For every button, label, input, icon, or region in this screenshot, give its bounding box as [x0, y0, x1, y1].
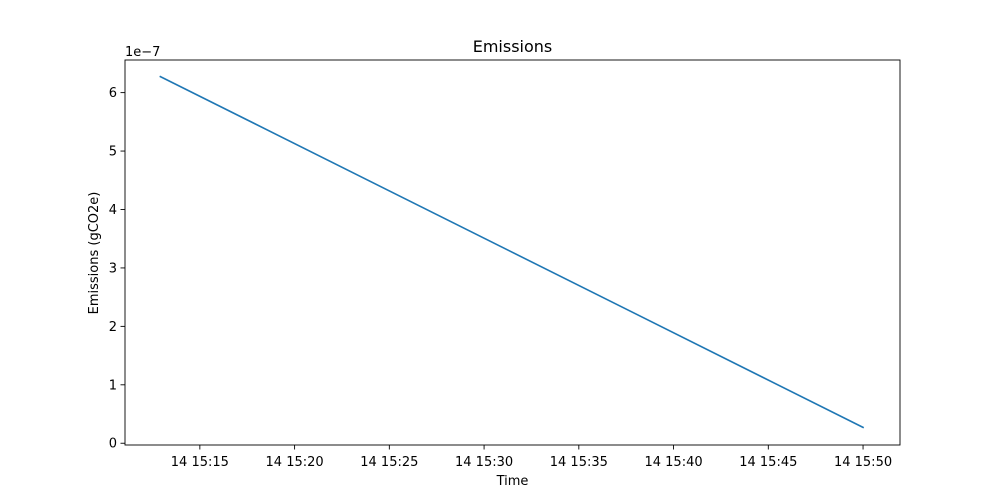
x-tick-label: 14 15:40 [644, 455, 702, 470]
series-line-0 [159, 75, 865, 429]
x-tick-label: 14 15:35 [550, 455, 608, 470]
y-tick-label: 2 [109, 320, 117, 335]
y-tick-label: 6 [109, 86, 117, 101]
plot-area [124, 59, 901, 446]
y-tick-label: 0 [109, 437, 117, 452]
x-tick-label: 14 15:20 [266, 455, 324, 470]
y-axis-offset-label: 1e−7 [125, 45, 160, 60]
y-axis-ticks: 0 1 2 3 4 5 6 [109, 86, 125, 452]
x-tick-label: 14 15:45 [739, 455, 797, 470]
y-tick-label: 3 [109, 261, 117, 276]
x-tick-label: 14 15:50 [834, 455, 892, 470]
x-axis-ticks: 14 15:15 14 15:20 14 15:25 14 15:30 14 15:35… [171, 445, 892, 470]
y-tick-label: 5 [109, 145, 117, 160]
chart-title: Emissions [473, 37, 553, 56]
x-axis-label: Time [496, 474, 529, 489]
x-tick-label: 14 15:25 [360, 455, 418, 470]
y-tick-label: 4 [109, 203, 117, 218]
x-tick-label: 14 15:15 [171, 455, 229, 470]
y-tick-label: 1 [109, 378, 117, 393]
axes-frame [124, 59, 901, 446]
x-tick-label: 14 15:30 [455, 455, 513, 470]
y-axis-label: Emissions (gCO2e) [87, 192, 102, 315]
